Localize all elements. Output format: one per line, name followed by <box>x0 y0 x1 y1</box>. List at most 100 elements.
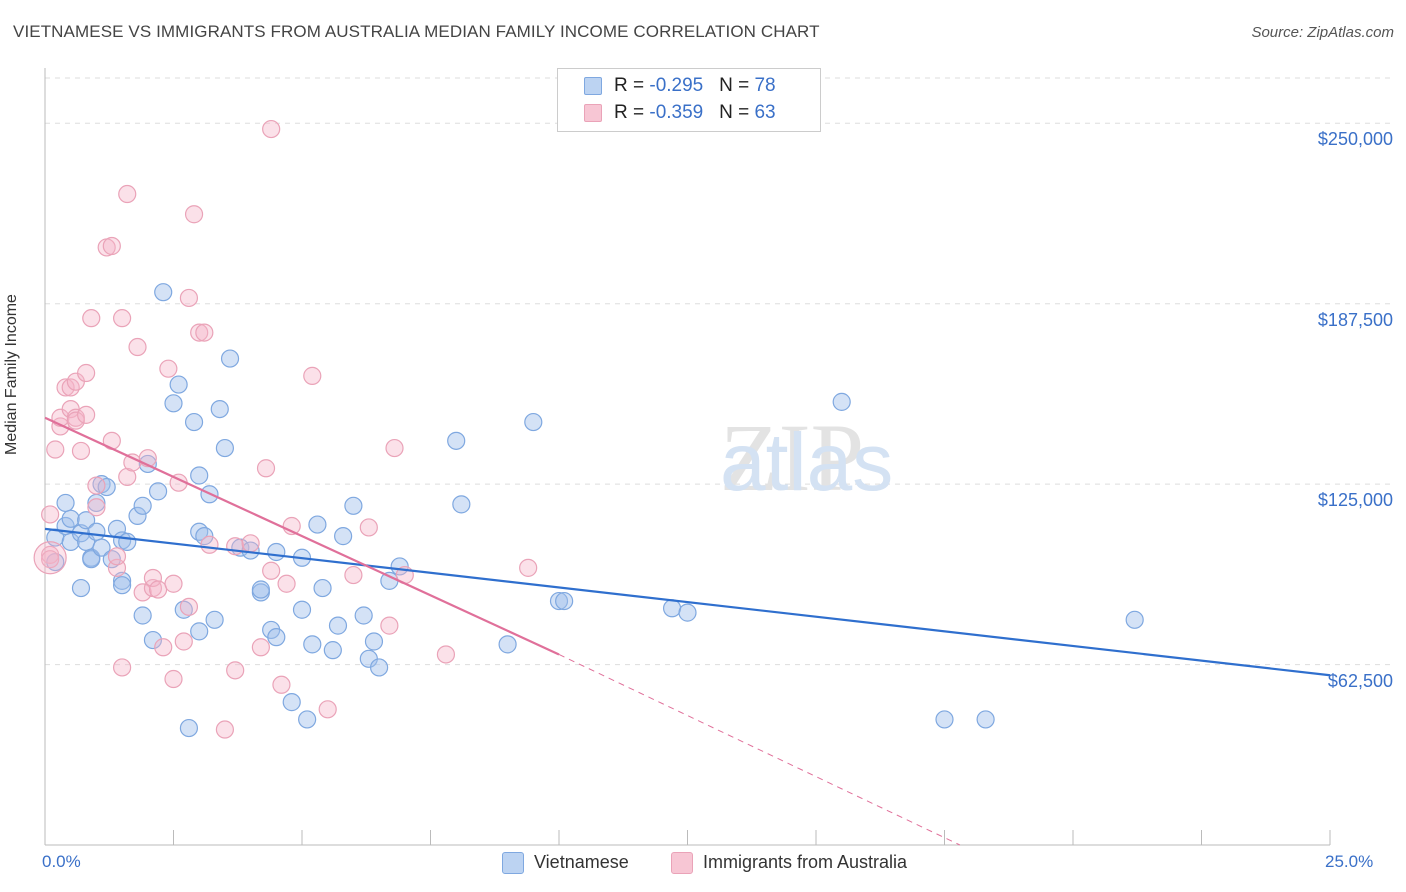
point-australia <box>359 518 378 537</box>
point-vietnamese <box>220 349 240 368</box>
point-vietnamese <box>210 399 229 419</box>
point-vietnamese <box>102 550 121 569</box>
point-vietnamese <box>447 431 466 450</box>
n-value-australia: 63 <box>754 102 776 123</box>
point-australia <box>344 565 363 585</box>
point-vietnamese <box>298 710 317 729</box>
point-australia <box>46 440 65 459</box>
point-vietnamese <box>133 606 152 625</box>
point-australia <box>41 545 60 564</box>
point-vietnamese <box>267 628 286 647</box>
point-australia <box>41 505 60 524</box>
x-tick-label-min: 0.0% <box>42 852 81 871</box>
point-vietnamese <box>303 635 322 654</box>
n-label-australia: N = <box>719 102 755 123</box>
point-australia <box>256 459 276 478</box>
point-australia <box>380 616 399 635</box>
point-vietnamese <box>164 394 183 413</box>
point-australia <box>179 597 199 616</box>
legend-swatch-vietnamese <box>584 77 602 95</box>
point-australia <box>318 700 337 719</box>
point-vietnamese <box>282 693 301 712</box>
point-vietnamese <box>215 438 234 458</box>
point-vietnamese <box>87 522 106 541</box>
point-vietnamese <box>323 641 342 660</box>
bottom-legend-label-australia: Immigrants from Australia <box>703 852 908 872</box>
point-vietnamese <box>195 527 214 546</box>
point-vietnamese <box>1125 610 1144 629</box>
point-vietnamese <box>549 591 569 611</box>
point-australia <box>303 366 322 385</box>
point-vietnamese <box>678 603 697 622</box>
point-australia <box>112 309 132 328</box>
point-vietnamese <box>452 495 471 514</box>
point-australia <box>262 119 281 139</box>
point-vietnamese <box>71 578 91 598</box>
y-tick-label: $62,500 <box>1327 670 1393 691</box>
y-axis-label: Median Family Income <box>3 294 20 455</box>
point-vietnamese <box>92 538 111 557</box>
point-vietnamese <box>148 482 168 501</box>
n-label-vietnamese: N = <box>719 75 755 96</box>
point-australia <box>164 669 183 689</box>
legend-swatch-australia <box>584 104 602 122</box>
point-australia <box>226 661 245 680</box>
point-australia <box>272 675 291 694</box>
chart-title: VIETNAMESE VS IMMIGRANTS FROM AUSTRALIA … <box>13 22 820 41</box>
point-vietnamese <box>190 622 209 641</box>
point-australia <box>107 547 127 566</box>
point-australia <box>87 476 106 495</box>
point-vietnamese <box>380 571 399 590</box>
r-label-vietnamese: R = <box>614 75 650 96</box>
point-vietnamese <box>935 710 954 729</box>
point-vietnamese <box>154 283 173 302</box>
point-vietnamese <box>292 600 312 619</box>
point-vietnamese <box>344 496 363 515</box>
point-vietnamese <box>370 658 389 677</box>
point-australia <box>66 411 85 430</box>
bottom-legend-vietnamese: Vietnamese <box>502 852 629 875</box>
point-vietnamese <box>555 591 574 611</box>
point-vietnamese <box>524 412 543 432</box>
point-vietnamese <box>169 375 188 394</box>
point-vietnamese <box>174 600 193 619</box>
point-vietnamese <box>308 515 327 534</box>
point-vietnamese <box>133 496 152 515</box>
n-value-vietnamese: 78 <box>754 75 776 96</box>
point-australia <box>118 467 137 487</box>
point-australia <box>436 645 456 664</box>
point-australia <box>190 323 209 342</box>
point-vietnamese <box>334 527 353 546</box>
bottom-legend-australia: Immigrants from Australia <box>671 852 908 875</box>
point-vietnamese <box>662 599 682 618</box>
point-australia <box>174 632 193 651</box>
axes <box>44 68 1331 846</box>
point-vietnamese <box>328 616 348 635</box>
trend-line-australia <box>44 416 560 656</box>
r-value-australia: -0.359 <box>649 102 704 123</box>
point-australia <box>123 453 142 472</box>
point-australia <box>241 534 260 553</box>
trend-line-vietnamese <box>44 527 1331 677</box>
point-vietnamese <box>61 509 80 528</box>
point-australia <box>102 236 121 256</box>
point-australia <box>195 323 214 342</box>
x-tick-label-max: 25.0% <box>1325 852 1374 871</box>
point-vietnamese <box>498 635 517 654</box>
point-vietnamese <box>184 412 204 432</box>
point-australia <box>215 720 234 739</box>
bottom-swatch-australia <box>671 852 693 875</box>
data-points <box>33 119 1144 739</box>
point-vietnamese <box>56 493 75 513</box>
chart-source: Source: ZipAtlas.com <box>1251 24 1394 41</box>
point-australia <box>118 184 137 204</box>
point-vietnamese <box>313 578 332 598</box>
watermark-atlas: atlas <box>720 417 893 508</box>
point-australia <box>77 405 96 424</box>
bottom-swatch-vietnamese <box>502 852 524 875</box>
point-australia <box>41 550 60 569</box>
grid-lines <box>45 77 1395 666</box>
point-vietnamese <box>128 506 147 526</box>
point-australia <box>148 580 168 599</box>
point-australia <box>112 658 132 677</box>
